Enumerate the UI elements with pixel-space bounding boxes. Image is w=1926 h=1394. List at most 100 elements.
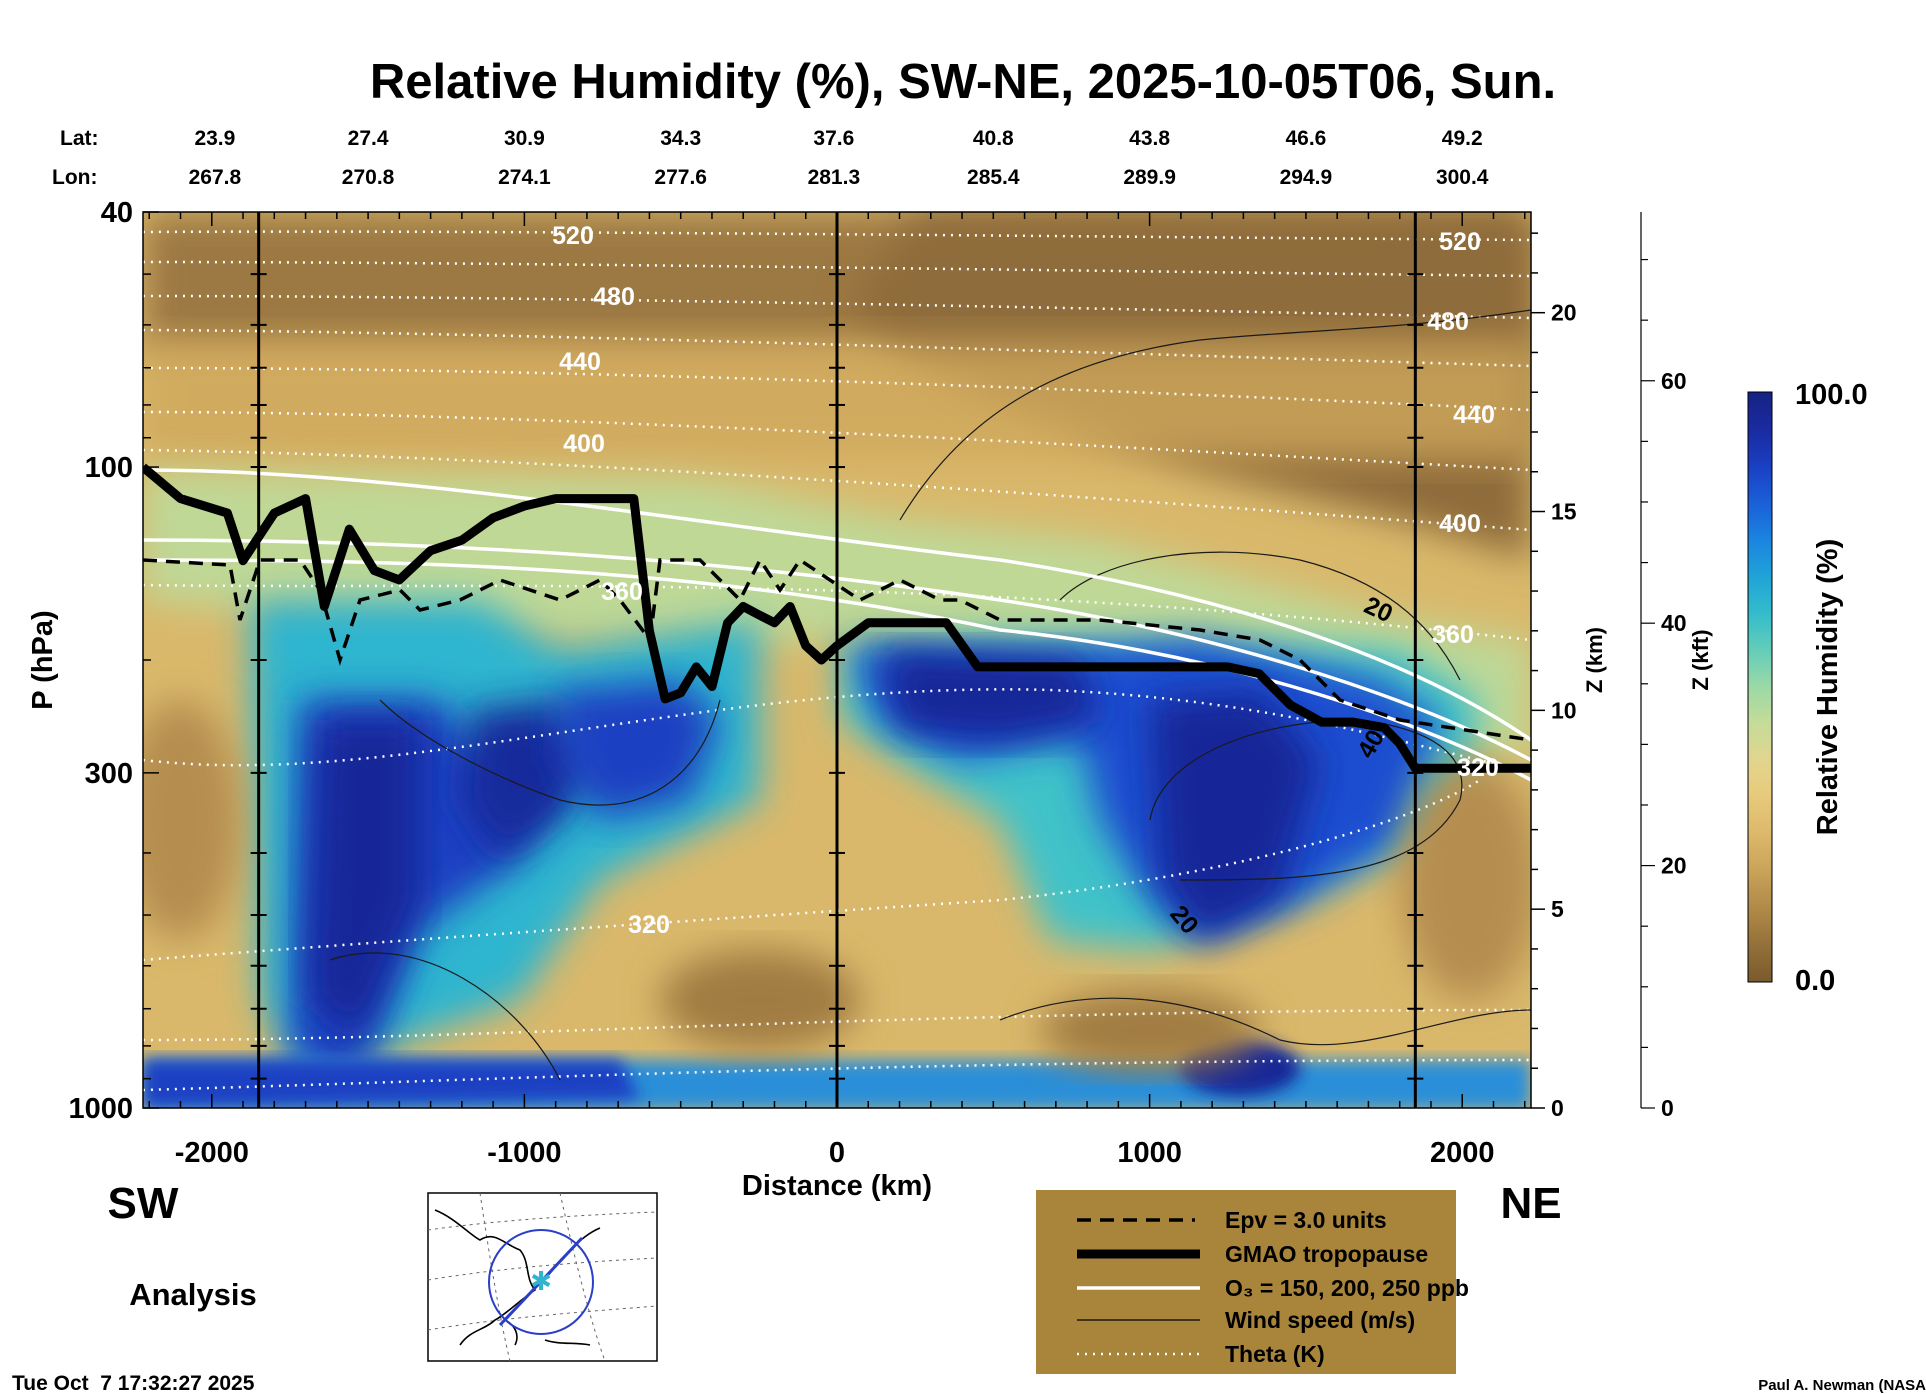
theta-line <box>143 230 1531 242</box>
y-axis-label: P (hPa) <box>27 610 59 709</box>
rh-west-core <box>310 720 420 1040</box>
z-kft-tick-label: 0 <box>1661 1095 1674 1121</box>
lat-row: Lat: 23.9 27.4 30.9 34.3 37.6 40.8 43.8 46.6 49.… <box>60 127 1483 150</box>
inset-center-star: ✱ <box>530 1266 552 1296</box>
direction-ne: NE <box>1500 1179 1561 1228</box>
z-km-tick-label: 10 <box>1551 697 1577 723</box>
lon-value: 294.9 <box>1280 166 1333 189</box>
tropopause-line <box>143 463 1531 773</box>
timestamp: Tue Oct 7 17:32:27 2025 <box>12 1372 255 1394</box>
lat-value: 27.4 <box>348 127 389 150</box>
theta-label: 360 <box>601 578 643 606</box>
theta-line <box>143 410 1531 472</box>
theta-label: 400 <box>1439 510 1481 538</box>
direction-sw: SW <box>108 1179 179 1228</box>
o3-line <box>143 468 1531 742</box>
contour-labels: 520 480 440 400 360 320 320 520 480 440 … <box>552 222 1499 939</box>
legend-label-wind: Wind speed (m/s) <box>1225 1307 1415 1333</box>
rh-dry-pocket-4 <box>1400 760 1531 1000</box>
credit: Paul A. Newman (NASA <box>1758 1377 1926 1394</box>
colorbar-bar <box>1747 391 1773 983</box>
inset-map: ✱ <box>427 1192 658 1362</box>
y-tick-label: 1000 <box>68 1093 133 1125</box>
wind-line <box>329 952 561 1081</box>
lat-value: 30.9 <box>504 127 545 150</box>
inset-graticule <box>479 1192 511 1362</box>
tropopause-layer <box>143 463 1531 773</box>
x-tick-label: -2000 <box>175 1137 249 1169</box>
colorbar-min-label: 0.0 <box>1795 965 1835 997</box>
lat-label: Lat: <box>60 127 99 150</box>
lat-value: 49.2 <box>1442 127 1483 150</box>
legend-label-theta: Theta (K) <box>1225 1341 1325 1367</box>
lon-value: 274.1 <box>498 166 551 189</box>
inset-section-line <box>498 1236 584 1327</box>
lat-value: 43.8 <box>1129 127 1170 150</box>
lat-value: 34.3 <box>660 127 701 150</box>
theta-line <box>143 1058 1531 1092</box>
rh-surface-core <box>143 1060 640 1108</box>
inset-range-circle <box>488 1229 594 1335</box>
lon-value: 300.4 <box>1436 166 1489 189</box>
x-tick-label: -1000 <box>487 1137 561 1169</box>
z-kft-tick-label: 40 <box>1661 610 1687 636</box>
theta-label: 480 <box>1427 308 1469 336</box>
z-km-tick-label: 5 <box>1551 896 1564 922</box>
theta-label: 520 <box>1439 228 1481 256</box>
legend-label-ozone: O₃ = 150, 200, 250 ppb <box>1225 1275 1469 1301</box>
lat-value: 37.6 <box>813 127 854 150</box>
wind-line <box>379 699 721 806</box>
theta-line <box>143 1008 1531 1042</box>
rh-dry-pocket-2 <box>1040 990 1260 1070</box>
theta-label: 440 <box>559 348 601 376</box>
legend: Epv = 3.0 units GMAO tropopause O₃ = 150… <box>1036 1190 1469 1374</box>
z-km-tick-label: 0 <box>1551 1095 1564 1121</box>
theta-label: 480 <box>593 283 635 311</box>
theta-line <box>143 448 1531 532</box>
theta-label: 520 <box>552 222 594 250</box>
y-axis-pressure: 40 100 300 1000 <box>68 197 159 1125</box>
inset-graticule <box>427 1257 658 1281</box>
colorbar-max-label: 100.0 <box>1795 379 1868 411</box>
theta-contours <box>143 230 1531 1092</box>
colorbar-title: Relative Humidity (%) <box>1812 539 1844 836</box>
theta-label: 400 <box>563 430 605 458</box>
wind-line <box>999 997 1531 1046</box>
z-km-tick-label: 20 <box>1551 300 1577 326</box>
lon-value: 285.4 <box>967 166 1020 189</box>
ozone-contours <box>143 468 1531 782</box>
theta-label: 320 <box>628 911 670 939</box>
epv-contours <box>143 556 1531 742</box>
colorbar: 100.0 0.0 Relative Humidity (%) <box>1747 379 1868 997</box>
z-kft-label: Z (kft) <box>1688 629 1713 690</box>
x-axis-label: Distance (km) <box>742 1170 932 1202</box>
rh-east-core <box>880 650 1100 740</box>
z-km-tick-label: 15 <box>1551 499 1577 525</box>
theta-line <box>143 328 1531 368</box>
z-kft-tick-label: 60 <box>1661 368 1687 394</box>
y-axis-z-kft: 0 20 40 60 <box>1640 212 1687 1121</box>
epv-line <box>143 556 1531 742</box>
rh-mid2-blob <box>560 680 720 820</box>
legend-label-epv: Epv = 3.0 units <box>1225 1207 1387 1233</box>
lon-value: 289.9 <box>1123 166 1176 189</box>
rh-east-core2 <box>1150 690 1320 940</box>
x-tick-label: 0 <box>829 1137 845 1169</box>
wind-line <box>1059 551 1461 681</box>
x-tick-label: 1000 <box>1117 1137 1182 1169</box>
o3-line <box>143 538 1531 762</box>
y-axis-z-km: 0 5 10 15 20 <box>1531 232 1577 1121</box>
vertical-markers <box>250 212 1424 1108</box>
x-tick-label: 2000 <box>1430 1137 1495 1169</box>
chart-title: Relative Humidity (%), SW-NE, 2025-10-05… <box>370 55 1556 109</box>
inset-graticule <box>427 1211 658 1231</box>
rh-dry-pocket-1 <box>660 950 860 1050</box>
lon-value: 267.8 <box>189 166 242 189</box>
theta-label: 440 <box>1453 401 1495 429</box>
lat-value: 40.8 <box>973 127 1014 150</box>
z-km-label: Z (km) <box>1582 627 1607 693</box>
lat-value: 46.6 <box>1285 127 1326 150</box>
legend-label-tropopause: GMAO tropopause <box>1225 1241 1428 1267</box>
theta-label: 320 <box>1457 754 1499 782</box>
theta-line <box>143 583 1531 642</box>
